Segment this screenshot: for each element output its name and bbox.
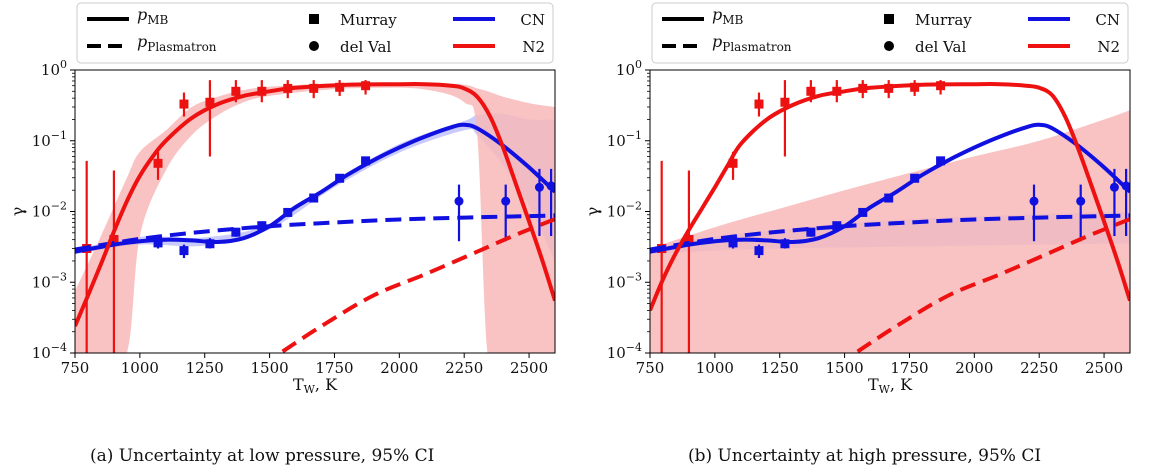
x-tick-label: 1750: [890, 359, 928, 377]
marker-square: [910, 82, 920, 92]
marker-square: [728, 238, 738, 248]
legend-label-delval: del Val: [915, 38, 966, 56]
legend-circle-swatch: [884, 41, 894, 51]
x-tick-label: 1000: [121, 359, 159, 377]
marker-square: [231, 86, 241, 96]
x-tick-label: 1000: [696, 359, 734, 377]
x-tick-label: 750: [61, 359, 90, 377]
series-line: [75, 122, 555, 254]
legend-label-plasmatron: pPlasmatron: [137, 32, 217, 54]
marker-square: [205, 97, 215, 107]
x-tick-label: 2000: [955, 359, 993, 377]
series-line: [650, 122, 1130, 254]
marker-circle: [1029, 196, 1039, 206]
legend-circle-swatch: [309, 41, 319, 51]
x-tick-label: 2500: [1085, 359, 1123, 377]
y-tick-label: 10−1: [32, 129, 67, 150]
x-tick-label: 1250: [761, 359, 799, 377]
legend-square-swatch: [309, 14, 319, 24]
legend: pMB pPlasmatron Murray del Val CN N2: [76, 2, 554, 64]
caption-b: (b) Uncertainty at high pressure, 95% CI: [688, 446, 1042, 466]
y-tick-label: 10−2: [32, 200, 67, 221]
y-tick-label: 100: [41, 58, 67, 79]
marker-square: [728, 158, 738, 168]
y-tick-label: 10−1: [607, 129, 642, 150]
legend-label-plasmatron: pPlasmatron: [712, 32, 792, 54]
legend-label-mb: pMB: [712, 5, 744, 27]
x-tick-label: 750: [636, 359, 665, 377]
y-tick-label: 10−2: [607, 200, 642, 221]
y-tick-label: 10−3: [32, 270, 67, 291]
marker-square: [754, 99, 764, 109]
plot-area: [75, 80, 555, 353]
marker-square: [153, 238, 163, 248]
band-n2: [650, 110, 1130, 353]
legend-label-mb: pMB: [137, 5, 169, 27]
marker-square: [806, 227, 816, 237]
y-axis-label: γ: [8, 207, 27, 217]
marker-square: [754, 246, 764, 256]
x-tick-label: 1250: [186, 359, 224, 377]
marker-square: [832, 221, 842, 231]
series-line: [650, 82, 1130, 312]
legend-label-murray: Murray: [340, 11, 397, 29]
legend: pMB pPlasmatron Murray del Val CN N2: [651, 2, 1129, 64]
legend-label-delval: del Val: [340, 38, 391, 56]
marker-square: [684, 235, 694, 245]
legend-label-n2: N2: [522, 38, 545, 56]
marker-circle: [501, 196, 511, 206]
x-tick-label: 1500: [826, 359, 864, 377]
legend-label-cn: CN: [520, 11, 545, 29]
y-axis-label: γ: [583, 207, 602, 217]
marker-circle: [1109, 182, 1119, 192]
x-axis-label: TW, K: [868, 375, 913, 396]
marker-square: [231, 227, 241, 237]
legend-square-swatch: [884, 14, 894, 24]
y-tick-label: 100: [616, 58, 642, 79]
marker-square: [335, 82, 345, 92]
legend-label-murray: Murray: [915, 11, 972, 29]
legend-label-cn: CN: [1095, 11, 1120, 29]
legend-label-n2: N2: [1097, 38, 1120, 56]
marker-square: [361, 156, 371, 166]
caption-a: (a) Uncertainty at low pressure, 95% CI: [90, 446, 435, 466]
x-tick-label: 2500: [510, 359, 548, 377]
series-line: [75, 82, 555, 327]
marker-square: [109, 235, 119, 245]
y-tick-label: 10−4: [32, 341, 67, 362]
marker-square: [179, 99, 189, 109]
x-tick-label: 2250: [445, 359, 483, 377]
marker-square: [257, 221, 267, 231]
marker-square: [936, 156, 946, 166]
marker-circle: [454, 196, 464, 206]
x-tick-label: 1500: [251, 359, 289, 377]
y-tick-label: 10−3: [607, 270, 642, 291]
series-line: [650, 213, 1130, 252]
y-tick-label: 10−4: [607, 341, 642, 362]
x-tick-label: 2250: [1020, 359, 1058, 377]
x-tick-label: 2000: [380, 359, 418, 377]
legend-box: [651, 2, 1129, 64]
marker-square: [153, 158, 163, 168]
series-line: [75, 213, 555, 252]
plot-area: [650, 80, 1130, 353]
marker-circle: [1076, 196, 1086, 206]
legend-box: [76, 2, 554, 64]
marker-square: [780, 97, 790, 107]
x-tick-label: 1750: [315, 359, 353, 377]
marker-circle: [534, 182, 544, 192]
marker-square: [806, 86, 816, 96]
band-n2: [75, 82, 555, 353]
x-axis-label: TW, K: [293, 375, 338, 396]
marker-square: [179, 246, 189, 256]
